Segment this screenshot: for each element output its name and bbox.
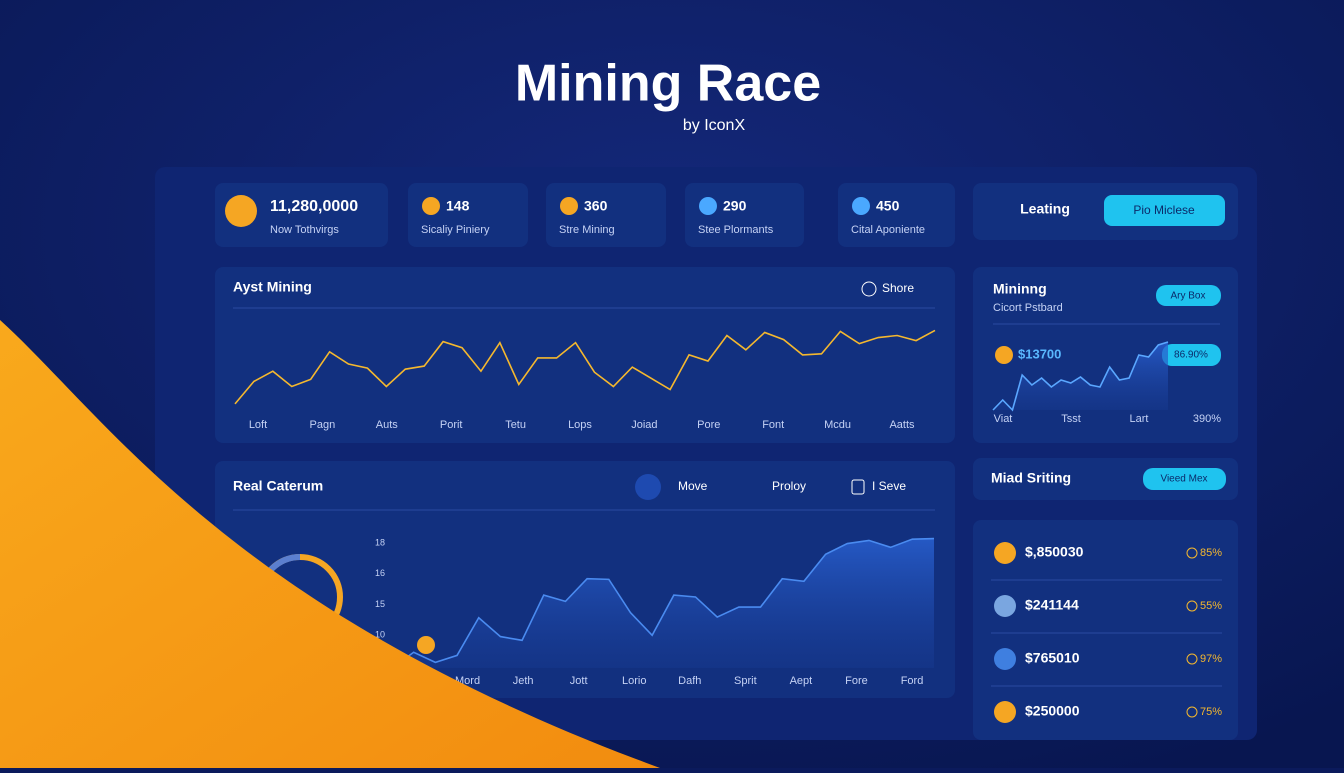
filter-icon (861, 281, 877, 297)
mining-panel-subtitle: Cicort Pstbard (993, 302, 1063, 314)
stat-cards: 11,280,0000 Now Tothvirgs 148 Sicaliy Pinie… (215, 183, 955, 247)
real-chart-title: Real Caterum (233, 478, 323, 494)
stat-card (408, 183, 528, 247)
stat-card (685, 183, 804, 247)
x-label: Mcdu (824, 419, 851, 431)
line (234, 329, 936, 405)
x-label: Font (762, 419, 784, 431)
subtitle: by IconX (683, 117, 746, 134)
x-label: Jott (570, 675, 588, 687)
x-label: Loft (249, 419, 267, 431)
row-icon (994, 701, 1016, 723)
stat-icon (699, 197, 717, 215)
title: Mining Race (515, 55, 821, 113)
x-label: Tetu (505, 419, 526, 431)
row-amount: $250000 (1025, 703, 1080, 719)
x-label: Tsst (1061, 413, 1081, 425)
change: 86.90% (1174, 350, 1208, 361)
stat-label: Stee Plormants (698, 224, 774, 236)
leading-label: Leating (1020, 201, 1070, 217)
x-label: Pagn (310, 419, 336, 431)
stat-value: 290 (723, 198, 747, 214)
row-percent: 85% (1200, 547, 1222, 559)
stat-label: Sicaliy Piniery (421, 224, 490, 236)
list-panel (973, 520, 1238, 740)
leading-button-label[interactable]: Pio Miclese (1133, 203, 1195, 217)
stat-card (546, 183, 666, 247)
x-label: Joiad (631, 419, 657, 431)
filter-dropdown[interactable]: Shore (882, 281, 914, 295)
row-percent-icon (1186, 653, 1198, 665)
stat-value: 450 (876, 198, 900, 214)
panel-button[interactable] (1156, 285, 1221, 306)
x-label: Porit (440, 419, 463, 431)
stat-label: Cital Aponiente (851, 224, 925, 236)
y-label: 15 (375, 599, 385, 609)
x-label: Viat (994, 413, 1013, 425)
mining-chart-panel (215, 267, 955, 443)
x-label: Ford (901, 675, 924, 687)
change-pill (1162, 344, 1221, 366)
decor-curve (0, 320, 660, 768)
control[interactable]: I Seve (872, 479, 906, 493)
line (992, 341, 1169, 412)
row-percent-icon (1186, 547, 1198, 559)
x-label: Lorio (622, 675, 646, 687)
row-percent: 55% (1200, 600, 1222, 612)
line (391, 537, 935, 669)
x-label: Aatts (889, 419, 915, 431)
x-label: Lart (1130, 413, 1149, 425)
row-icon (994, 595, 1016, 617)
mining-chart-title: Ayst Mining (233, 279, 312, 295)
x-label: Jeth (513, 675, 534, 687)
row-percent-icon (1186, 706, 1198, 718)
y-label: 16 (375, 568, 385, 578)
x-label: Sprit (734, 675, 757, 687)
stat-icon (422, 197, 440, 215)
x-label: Dafh (678, 675, 701, 687)
row-percent: 97% (1200, 653, 1222, 665)
y-label: 18 (375, 537, 385, 547)
row-percent-icon (1186, 600, 1198, 612)
x-label: Aept (790, 675, 813, 687)
leading-button[interactable] (1104, 195, 1225, 226)
x-label: 390% (1193, 413, 1221, 425)
stat-value: 360 (584, 198, 608, 214)
control[interactable]: Proloy (772, 479, 806, 493)
area (993, 342, 1168, 410)
stat-icon (560, 197, 578, 215)
stat-label: Now Tothvirgs (270, 224, 339, 236)
avatar (635, 474, 661, 500)
coin-icon (995, 346, 1013, 364)
row-amount: $,850030 (1025, 544, 1084, 560)
stat-value: 11,280,0000 (270, 198, 358, 215)
x-label: Fore (845, 675, 868, 687)
sorting-button-label[interactable]: Vieed Mex (1160, 474, 1207, 485)
stat-label: Stre Mining (559, 224, 615, 236)
stat-icon (225, 195, 257, 227)
stat-card (215, 183, 388, 247)
row-percent: 75% (1200, 706, 1222, 718)
x-label: Pore (697, 419, 720, 431)
row-amount: $241144 (1025, 597, 1079, 613)
x-label: Auts (376, 419, 399, 431)
price: $13700 (1018, 346, 1061, 361)
y-label: 10 (375, 630, 385, 640)
stat-icon (852, 197, 870, 215)
pin (417, 636, 435, 654)
control[interactable]: Move (678, 479, 708, 493)
area (392, 538, 934, 668)
sorting-title: Miad Sriting (991, 470, 1071, 486)
save-icon (851, 479, 865, 495)
mining-panel-title: Mininng (993, 281, 1047, 297)
stat-value: 148 (446, 198, 470, 214)
sorting-button[interactable] (1143, 468, 1226, 490)
row-icon (994, 648, 1016, 670)
stat-card (838, 183, 955, 247)
panel-button-label[interactable]: Ary Box (1170, 291, 1205, 302)
row-icon (994, 542, 1016, 564)
x-label: Lops (568, 419, 592, 431)
row-amount: $765010 (1025, 650, 1080, 666)
